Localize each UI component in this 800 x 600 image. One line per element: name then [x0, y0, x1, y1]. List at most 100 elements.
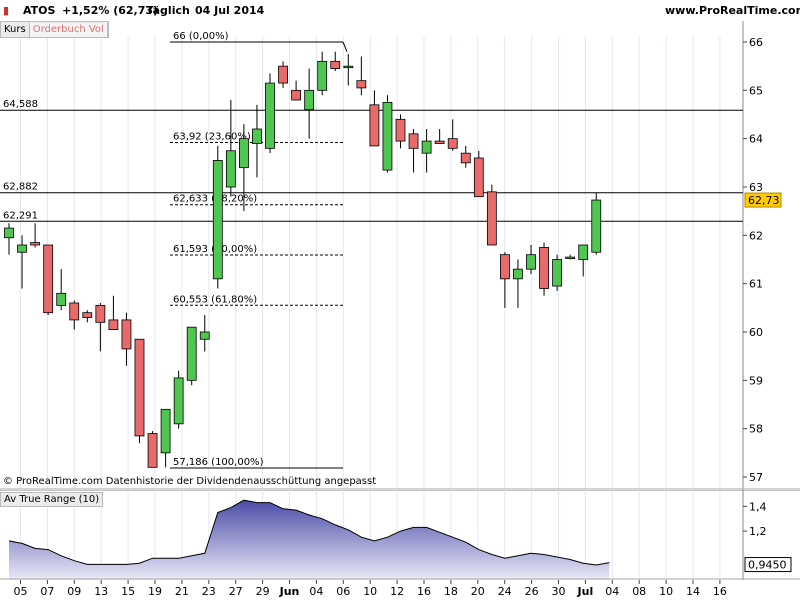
price-tick-label: 60	[749, 326, 763, 339]
x-tick-label: 24	[498, 585, 512, 598]
fibonacci-level-label: 66 (0,00%)	[173, 31, 229, 42]
price-tick-label: 62	[749, 229, 763, 242]
price-tick-label: 65	[749, 84, 763, 97]
candle-body	[486, 191, 497, 246]
candle-body	[95, 305, 106, 323]
atr-indicator-chart: 1,2 1,4 0,9450	[0, 490, 800, 580]
candle-body	[473, 157, 484, 198]
x-tick-label: 18	[444, 585, 458, 598]
x-tick-label: 08	[632, 585, 646, 598]
candle-body	[147, 433, 158, 468]
atr-last-label: 0,9450	[748, 559, 787, 572]
candle-body	[539, 247, 549, 289]
candle-body	[434, 140, 445, 144]
x-tick-label: 05	[14, 585, 28, 598]
x-axis-background	[0, 580, 800, 600]
candle-body	[69, 302, 80, 321]
tab-orderbuch-vol[interactable]: Orderbuch Vol	[29, 23, 108, 37]
x-tick-label: 13	[94, 585, 108, 598]
x-tick-label: 06	[336, 585, 350, 598]
price-tick-label: 57	[749, 471, 763, 484]
candle-body	[30, 242, 41, 246]
candle-body	[4, 227, 14, 239]
candle-body	[356, 80, 367, 89]
price-tick-label: 64	[749, 133, 763, 146]
credit-text: © ProRealTime.com Datenhistorie der Divi…	[3, 476, 377, 487]
atr-area	[9, 500, 610, 580]
atr-last-badge	[744, 557, 792, 573]
x-tick-label: 07	[40, 585, 54, 598]
candle-body	[252, 128, 262, 144]
fibonacci-level-label: 63,92 (23,60%)	[173, 132, 251, 143]
x-tick-label: 15	[121, 585, 135, 598]
symbol-label: ATOS	[23, 4, 56, 17]
site-label[interactable]: www.ProRealTime.com	[665, 4, 800, 17]
candle-body	[343, 65, 354, 69]
candle-body	[82, 312, 93, 318]
candle-body	[304, 89, 315, 111]
x-tick-label: 29	[256, 585, 270, 598]
x-tick-label: 16	[713, 585, 727, 598]
last-price-label: 62,73	[748, 194, 780, 207]
candle-body	[121, 319, 132, 350]
fibonacci-connector	[342, 41, 348, 52]
candle-body	[565, 256, 576, 259]
candle-body	[278, 65, 288, 84]
candle-body	[238, 138, 249, 169]
indicator-tick-label: 1,4	[749, 500, 767, 513]
x-tick-label: Jul	[577, 585, 594, 598]
candle-body	[395, 118, 406, 142]
x-tick-label: 19	[148, 585, 162, 598]
x-tick-label: 20	[471, 585, 485, 598]
price-tick-label: 66	[749, 36, 763, 49]
candle-body	[134, 338, 145, 437]
x-tick-label: 04	[309, 585, 323, 598]
x-tick-label: 27	[229, 585, 243, 598]
candle-body	[513, 268, 523, 280]
candle-icon: ▮	[3, 4, 10, 17]
x-tick-label: 10	[659, 585, 673, 598]
x-tick-label: 30	[552, 585, 566, 598]
x-tick-label: Jun	[279, 585, 300, 598]
candle-body	[369, 104, 380, 147]
candle-body	[447, 138, 458, 149]
candle-body	[552, 259, 562, 287]
interval-label: Täglich	[146, 4, 190, 17]
price-tick-label: 61	[749, 278, 763, 291]
candle-body	[578, 244, 589, 260]
candle-body	[186, 326, 197, 381]
change-label: +1,52% (62,73)	[62, 4, 159, 17]
candle-body	[160, 408, 171, 454]
candle-body	[330, 60, 341, 69]
candle-body	[382, 102, 393, 171]
candle-body	[460, 152, 471, 164]
x-tick-label: 12	[390, 585, 404, 598]
chart-header: ▮ ATOS +1,52% (62,73) Täglich 04 Jul 201…	[0, 0, 800, 22]
candle-body	[212, 160, 223, 280]
candle-body	[408, 133, 419, 149]
chart-background	[0, 21, 800, 490]
candle-body	[43, 244, 54, 314]
tab-kurs[interactable]: Kurs	[1, 23, 30, 37]
date-label: 04 Jul 2014	[195, 4, 265, 17]
x-tick-label: 10	[363, 585, 377, 598]
candle-body	[499, 254, 510, 280]
x-tick-label: 23	[202, 585, 216, 598]
price-chart: 57 58 59 60 61 62 63 64 65 66 64,588 62,882 62,291 66…	[0, 21, 800, 490]
horizontal-level-label: 62,291	[3, 210, 38, 221]
x-tick-label: 21	[175, 585, 189, 598]
candle-body	[173, 377, 184, 425]
candle-body	[56, 292, 67, 306]
candle-body	[199, 331, 210, 340]
horizontal-level-label: 64,588	[3, 99, 38, 110]
indicator-tick-label: 1,2	[749, 525, 767, 538]
x-tick-label: 16	[417, 585, 431, 598]
candle-body	[225, 150, 236, 188]
candle-body	[526, 254, 536, 270]
atr-line	[8, 499, 610, 566]
price-tick-label: 58	[749, 423, 763, 436]
x-tick-label: 14	[686, 585, 700, 598]
fibonacci-level-label: 60,553 (61,80%)	[173, 294, 257, 305]
price-tick-label: 63	[749, 181, 763, 194]
candle-body	[591, 199, 602, 253]
